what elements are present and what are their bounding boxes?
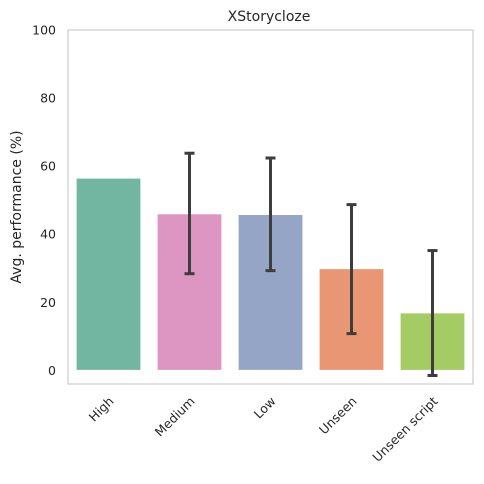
- y-tick-label: 100: [32, 23, 56, 38]
- bar: [75, 177, 142, 371]
- y-tick-label: 0: [48, 363, 56, 378]
- error-bar: [265, 156, 276, 273]
- x-tick-label: Low: [251, 394, 279, 422]
- y-tick-label: 40: [40, 227, 56, 242]
- error-bars: [184, 151, 438, 377]
- y-axis-label: Avg. performance (%): [9, 130, 25, 283]
- y-tick-label: 20: [40, 295, 56, 310]
- y-tick-label: 80: [40, 91, 56, 106]
- error-bar: [427, 249, 438, 377]
- x-tick-label: Unseen: [316, 394, 360, 438]
- x-tick-label: High: [86, 394, 117, 425]
- error-bar: [346, 203, 357, 336]
- x-tick-label: Medium: [152, 394, 198, 440]
- y-tick-label: 60: [40, 159, 56, 174]
- error-bar: [184, 151, 195, 276]
- x-tick-label: Unseen script: [369, 393, 440, 464]
- chart-title: XStorycloze: [228, 9, 311, 25]
- x-axis-ticks: High Medium Low Unseen Unseen script: [86, 393, 441, 464]
- plot-frame: [67, 29, 474, 385]
- y-axis-ticks: 0 20 40 60 80 100: [32, 23, 56, 378]
